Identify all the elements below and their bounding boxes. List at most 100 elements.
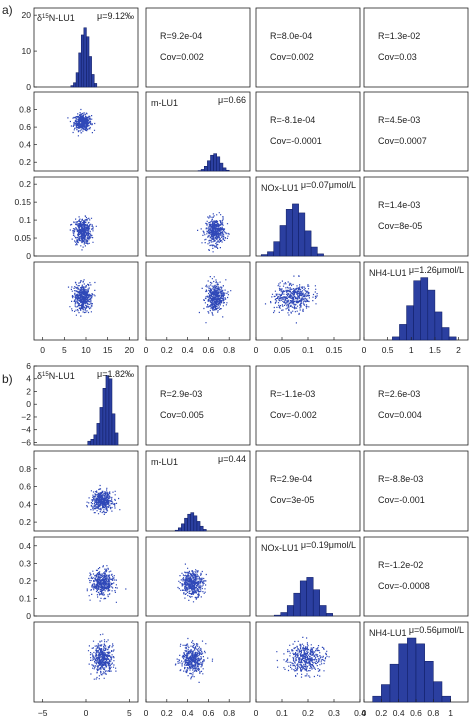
x-tick-label: 0 <box>144 708 149 718</box>
scatter-points <box>87 633 117 680</box>
x-tick-label: 20 <box>125 345 135 355</box>
scatter-points <box>174 637 214 683</box>
cell-r3-c2: 0 0.1 0.2 0.3 0.4 <box>254 621 366 718</box>
correlation-label: R=4.5e-03 <box>378 115 420 125</box>
x-tick-label: 10 <box>81 345 91 355</box>
histogram-bar <box>222 167 227 172</box>
x-tick-label: 0.4 <box>182 345 194 355</box>
correlation-label: R=8.0e-04 <box>270 31 312 41</box>
y-tick-label: 0.8 <box>19 105 31 115</box>
cell-r3-c0: −5 0 5 <box>33 621 139 718</box>
mean-label: μ=1.82‰ <box>97 369 134 379</box>
cell-frame <box>255 7 361 88</box>
histogram-bar <box>93 83 98 88</box>
y-tick-label: 0.4 <box>19 541 31 551</box>
histogram-bar <box>202 529 207 532</box>
cell-r2-c0: 0 0.05 0.1 0.15 0.2 <box>14 176 139 261</box>
delta-symbol: δ <box>37 371 42 381</box>
y-tick-label: 0.1 <box>19 593 31 603</box>
panel-b: b) δ15N-LU1 μ=1.82‰6420−2−4−6R=2.9e-03Cov=… <box>2 361 469 718</box>
cell-r3-c1: 0 0.2 0.4 0.6 0.8 <box>144 621 251 718</box>
cell-frame <box>33 91 139 172</box>
scatter-points <box>197 212 230 253</box>
histogram-bar <box>273 241 281 257</box>
cell-r1-c1: m-LU1 μ=0.44 <box>145 450 251 532</box>
histogram-bar <box>93 434 98 446</box>
y-tick-label: 0.3 <box>19 558 31 568</box>
x-tick-label: 5 <box>62 345 67 355</box>
histogram-bar <box>433 681 443 703</box>
histogram-bar <box>420 277 429 341</box>
y-tick-label: 0.15 <box>14 197 31 207</box>
cell-r2-c1 <box>145 536 251 617</box>
mean-label: μ=0.07μmol/L <box>301 180 356 190</box>
histogram-bar <box>73 82 77 88</box>
histogram-bar <box>207 160 211 172</box>
histogram-bar <box>190 512 195 532</box>
histogram-bar <box>96 423 101 446</box>
x-tick-label: 0.5 <box>382 345 394 355</box>
y-tick-label: 6 <box>26 361 31 371</box>
cell-r0-c1: R=2.9e-03 Cov=0.005 <box>145 365 251 446</box>
x-tick-label: 0.3 <box>328 708 340 718</box>
correlation-label: R=2.9e-04 <box>270 474 312 484</box>
x-tick-label: 0.8 <box>223 708 235 718</box>
histogram-bar <box>86 36 90 88</box>
mean-label: μ=9.12‰ <box>97 11 134 21</box>
cell-frame <box>145 536 251 617</box>
histogram-bar <box>285 209 293 257</box>
scatter-points <box>67 279 96 317</box>
x-tick-label: 0 <box>40 345 45 355</box>
cell-r1-c0: 0.2 0.4 0.6 0.8 <box>19 91 139 172</box>
histogram-bar <box>267 251 274 257</box>
histogram-bar <box>448 336 457 341</box>
histogram-bar <box>177 527 182 532</box>
correlation-label: R=-1.2e-02 <box>378 560 423 570</box>
histogram-bar <box>398 643 408 703</box>
y-tick-label: 0 <box>26 82 31 92</box>
cell-r2-c2: NOx-LU1 μ=0.19μmol/L <box>255 536 361 617</box>
y-tick-label: 10 <box>22 46 32 56</box>
cell-frame <box>363 7 469 88</box>
histogram-bar <box>225 169 230 172</box>
covariance-label: Cov=-0.0008 <box>378 581 430 591</box>
y-tick-label: 0 <box>26 251 31 261</box>
cell-frame <box>363 91 469 172</box>
histogram-bar <box>260 254 268 257</box>
cell-frame <box>255 621 361 703</box>
variable-label: δ15N-LU1 <box>37 13 75 23</box>
y-tick-label: −4 <box>21 425 31 435</box>
scatter-points <box>177 563 207 603</box>
cell-r0-c1: R=9.2e-04 Cov=0.002 <box>145 7 251 88</box>
y-tick-label: 0.2 <box>19 517 31 527</box>
x-tick-label: 0.05 <box>274 345 291 355</box>
cell-frame <box>33 450 139 532</box>
histogram-bar <box>199 525 204 532</box>
panel-label: b) <box>2 372 13 386</box>
cell-r3-c2: 0 0.05 0.1 0.15 <box>254 261 361 355</box>
histogram-bar <box>99 407 104 446</box>
histogram-bar <box>389 663 399 703</box>
histogram-bar <box>424 661 434 703</box>
histogram-bar <box>91 74 95 88</box>
cell-r3-c3: NH4-LU1 μ=1.26μmol/L 0 0.5 1 1.5 2 <box>362 261 469 355</box>
histogram-bar <box>372 695 382 703</box>
histogram-bar <box>80 34 85 88</box>
cell-r2-c0: 0 0.1 0.2 0.3 0.4 <box>19 536 139 621</box>
y-tick-label: 0.6 <box>19 122 31 132</box>
histogram-bar <box>184 517 188 532</box>
x-tick-label: 0.2 <box>161 708 173 718</box>
cell-frame <box>255 91 361 172</box>
histogram-bar <box>88 56 92 88</box>
cell-r0-c2: R=-1.1e-03 Cov=-0.002 <box>255 365 361 446</box>
covariance-label: Cov=-0.001 <box>378 495 425 505</box>
x-tick-label: 0.6 <box>410 708 422 718</box>
cell-frame <box>255 450 361 532</box>
histogram-bar <box>392 336 400 341</box>
histogram-bar <box>434 311 443 341</box>
scatter-points <box>86 565 127 603</box>
histogram-bar <box>196 521 201 532</box>
cell-r2-c1 <box>145 176 251 257</box>
x-tick-label: 1 <box>448 708 453 718</box>
histogram-bar <box>108 378 113 446</box>
